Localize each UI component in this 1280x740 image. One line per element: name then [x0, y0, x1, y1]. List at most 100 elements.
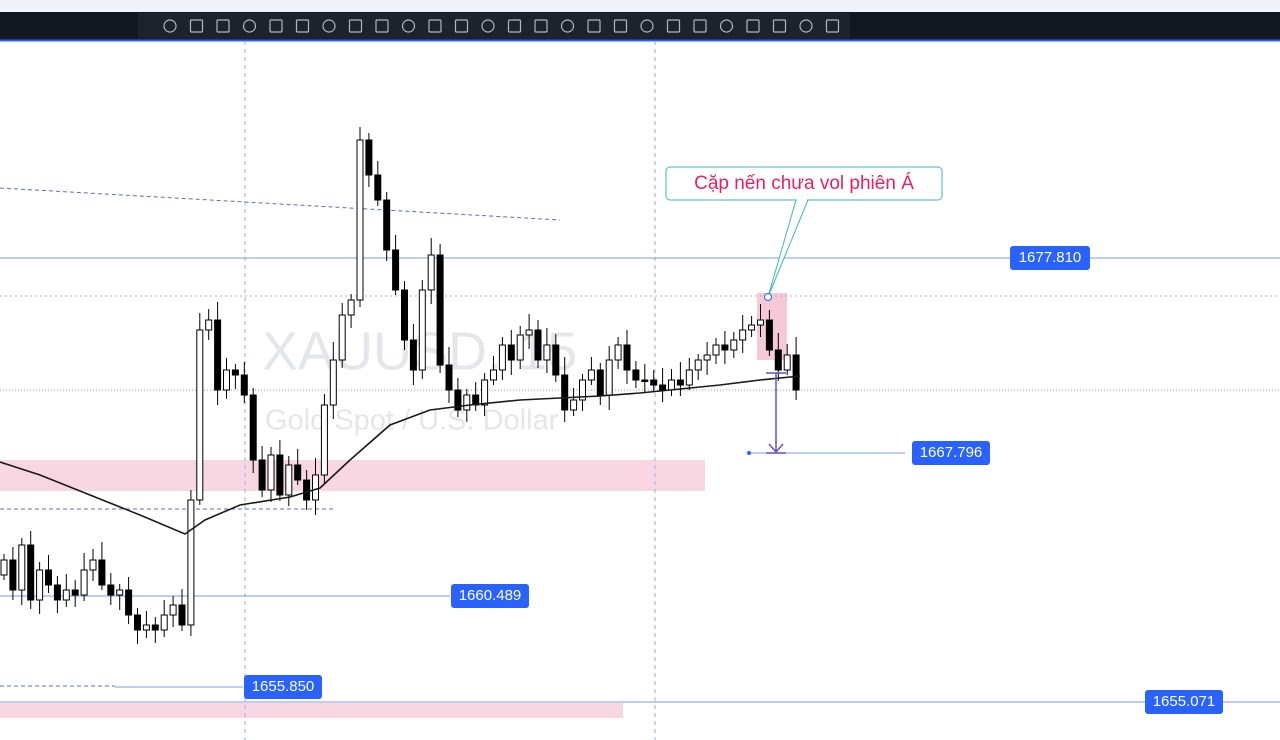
toolbar-icons [163, 19, 840, 33]
candle-body [712, 344, 720, 356]
toolbar-icon[interactable] [428, 19, 442, 33]
candle-body [285, 464, 293, 496]
candle-body [125, 589, 133, 616]
price-label: 1667.796 [920, 444, 983, 461]
candle-body [214, 319, 222, 391]
candle-body [231, 369, 239, 376]
toolbar-icon[interactable] [772, 19, 787, 33]
price-label-box [244, 675, 322, 699]
candle-body [240, 374, 248, 396]
toolbar-icon[interactable] [216, 19, 230, 33]
price-label: 1660.489 [459, 587, 522, 604]
candle-body [258, 459, 266, 491]
candle-body [98, 559, 106, 586]
toolbar-icon[interactable] [481, 19, 495, 33]
top-strip [0, 0, 1280, 12]
candles [0, 127, 800, 644]
toolbar-icon[interactable] [719, 19, 734, 33]
toolbar-icon[interactable] [242, 19, 257, 33]
candle-body [178, 604, 186, 626]
toolbar-icon[interactable] [666, 19, 681, 33]
toolbar-icon[interactable] [693, 19, 707, 33]
toolbar-icon[interactable] [322, 19, 336, 33]
price-label-box [1145, 690, 1223, 714]
candle-body [570, 399, 578, 411]
toolbar-icon[interactable] [401, 19, 416, 33]
candle-body [659, 384, 667, 391]
candle-body [116, 589, 124, 596]
candle-body [703, 354, 711, 361]
candle-body [320, 404, 328, 476]
candle-body [356, 139, 364, 301]
candle-body [267, 454, 275, 491]
toolbar-icon[interactable] [640, 19, 654, 33]
level-point [747, 451, 751, 455]
toolbar-icon[interactable] [189, 19, 204, 33]
candle-body [623, 344, 631, 371]
callout-anchor [764, 293, 772, 301]
candle-body [89, 559, 97, 571]
candle-body [507, 344, 515, 361]
candle-body [694, 359, 702, 371]
candle-body [392, 249, 400, 291]
candle-body [490, 369, 497, 381]
toolbar-icon[interactable] [163, 19, 177, 33]
candle-body [36, 569, 44, 601]
toolbar-icon[interactable] [375, 19, 389, 33]
candle-body [721, 344, 729, 351]
price-label-box [912, 441, 990, 465]
candle-body [205, 319, 213, 331]
candle-body [365, 139, 373, 176]
candle-body [160, 614, 168, 631]
measure-arrow [768, 443, 784, 454]
candle-body [641, 379, 649, 382]
toolbar-icon[interactable] [295, 19, 310, 33]
candle-body [303, 479, 311, 501]
candle-body [134, 614, 141, 631]
candle-body [552, 344, 560, 376]
zone [0, 703, 623, 718]
candle-body [107, 584, 115, 596]
toolbar-icon[interactable] [269, 19, 283, 33]
trend-line [0, 187, 561, 221]
candle-body [71, 589, 79, 596]
price-label: 1655.850 [252, 678, 315, 695]
toolbar-icon[interactable] [534, 19, 548, 33]
zone [0, 460, 705, 491]
candle-body [0, 559, 8, 576]
candle-body [498, 344, 506, 371]
candle-body [62, 589, 70, 601]
toolbar-icon[interactable] [560, 19, 575, 33]
candle-body [774, 349, 782, 371]
candle-body [249, 394, 257, 461]
candle-body [418, 289, 426, 371]
toolbar-icon[interactable] [348, 19, 363, 33]
candle-body [151, 624, 159, 631]
toolbar-icon[interactable] [507, 19, 522, 33]
candle-body [80, 569, 88, 596]
toolbar-icon[interactable] [587, 19, 601, 33]
candle-body [463, 394, 471, 411]
candle-body [792, 354, 800, 391]
candle-body [650, 379, 658, 386]
candle-body [45, 569, 52, 586]
candle-body [445, 364, 453, 391]
candle-body [748, 324, 756, 331]
candle-body [294, 464, 302, 481]
candle-body [757, 319, 764, 326]
candle-body [374, 174, 382, 201]
price-label: 1677.810 [1019, 249, 1082, 266]
toolbar-icon[interactable] [799, 19, 813, 33]
candle-body [481, 379, 489, 406]
candle-body [276, 454, 284, 496]
candle-body [632, 369, 640, 381]
toolbar-icon[interactable] [454, 19, 469, 33]
toolbar-icon[interactable] [825, 19, 840, 33]
toolbar-icon[interactable] [613, 19, 628, 33]
price-label: 1655.071 [1153, 693, 1216, 710]
candle-body [587, 369, 595, 381]
price-label-box [1010, 246, 1090, 270]
moving-average [0, 375, 801, 535]
candle-body [436, 254, 444, 366]
toolbar-icon[interactable] [746, 19, 760, 33]
